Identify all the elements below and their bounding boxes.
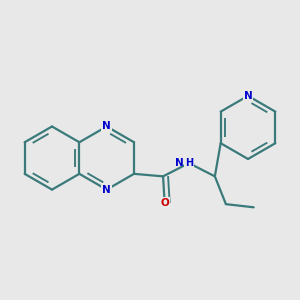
Text: N: N [102, 122, 111, 131]
Text: N: N [175, 158, 184, 168]
Text: N: N [244, 91, 252, 101]
Text: H: H [185, 158, 193, 168]
Text: N: N [102, 184, 111, 195]
Text: O: O [160, 198, 169, 208]
